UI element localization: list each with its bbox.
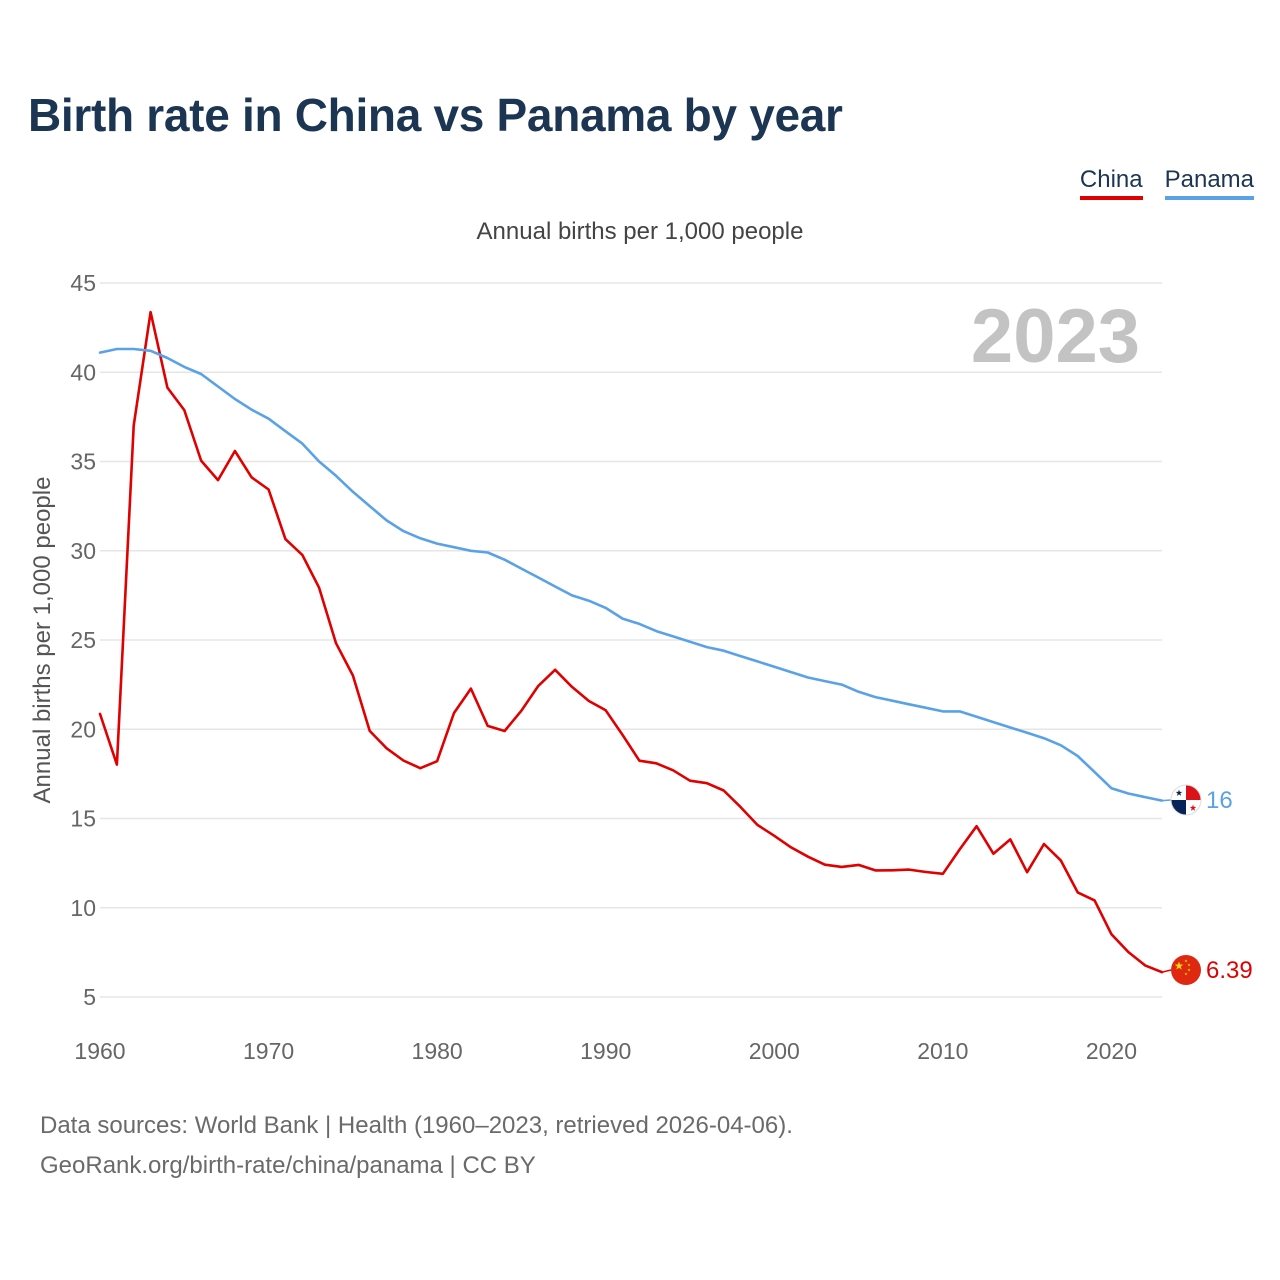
y-tick-label: 20 [70,716,96,742]
source-note: Data sources: World Bank | Health (1960–… [40,1112,793,1139]
page-title: Birth rate in China vs Panama by year [28,89,843,141]
end-value-label-panama: 16 [1206,787,1233,814]
china-flag-icon [1171,955,1201,985]
x-tick-label: 2000 [749,1038,800,1064]
y-tick-label: 25 [70,627,96,653]
y-tick-label: 10 [70,895,96,921]
x-tick-label: 1970 [243,1038,294,1064]
x-tick-label: 1990 [580,1038,631,1064]
x-axis-ticks: 1960 1970 1980 1990 2000 2010 2020 [74,1038,1137,1064]
y-tick-label: 5 [83,984,96,1010]
x-tick-label: 1960 [74,1038,125,1064]
y-axis-ticks: 5 10 15 20 25 30 35 40 45 [70,270,96,1010]
y-tick-label: 40 [70,359,96,385]
line-chart: 5 10 15 20 25 30 35 40 45 1960 1970 1980 1990 2000 20… [29,270,1253,1064]
gridlines [100,282,1162,998]
series-lines [98,310,1164,974]
y-axis-title: Annual births per 1,000 people [29,477,56,804]
y-tick-label: 15 [70,806,96,832]
year-watermark: 2023 [971,294,1140,379]
y-tick-label: 30 [70,538,96,564]
end-value-label-china: 6.39 [1206,957,1253,984]
y-tick-label: 45 [70,270,96,296]
end-connector [1161,799,1172,802]
series-line-panama [98,347,1164,802]
series-end-markers: 6.39 16 [1161,784,1253,985]
end-connector [1161,969,1172,973]
x-tick-label: 2010 [917,1038,968,1064]
legend: China Panama [1079,166,1254,200]
footer: Data sources: World Bank | Health (1960–… [40,1106,793,1186]
x-tick-label: 2020 [1086,1038,1137,1064]
x-tick-label: 1980 [412,1038,463,1064]
series-line-china [98,310,1164,974]
y-tick-label: 35 [70,449,96,475]
chart-subtitle: Annual births per 1,000 people [476,218,804,245]
legend-item-panama[interactable]: Panama [1164,166,1254,200]
legend-item-china[interactable]: China [1079,166,1143,200]
attribution-link[interactable]: GeoRank.org/birth-rate/china/panama | CC… [40,1152,536,1179]
